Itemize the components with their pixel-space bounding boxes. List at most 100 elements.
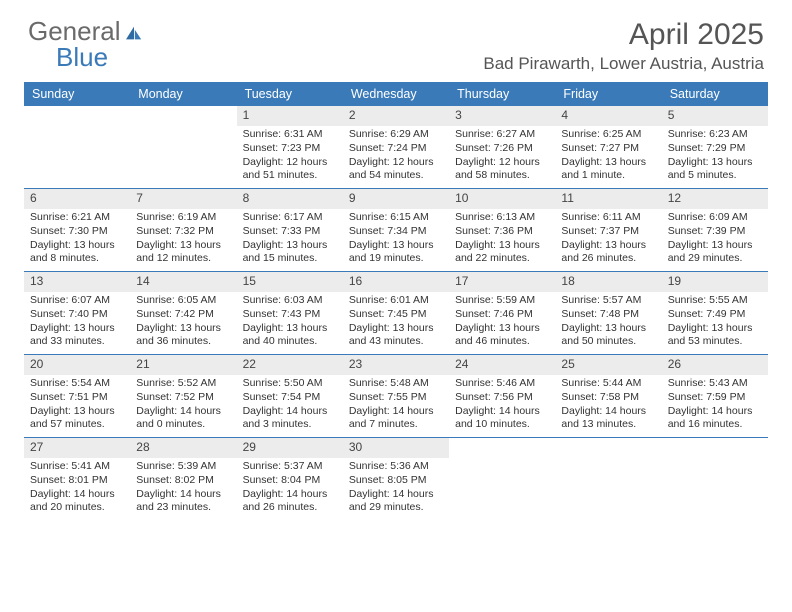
day-header-sat: Saturday	[662, 82, 768, 106]
sunset-line: Sunset: 7:30 PM	[30, 225, 124, 239]
day-body: Sunrise: 6:17 AMSunset: 7:33 PMDaylight:…	[237, 209, 343, 270]
page-header: GeneralBlue April 2025 Bad Pirawarth, Lo…	[0, 0, 792, 74]
sunset-line: Sunset: 7:52 PM	[136, 391, 230, 405]
daylight-line: Daylight: 12 hours and 54 minutes.	[349, 156, 443, 184]
day-cell: 7Sunrise: 6:19 AMSunset: 7:32 PMDaylight…	[130, 189, 236, 271]
day-number: 28	[130, 438, 236, 458]
day-body: Sunrise: 6:05 AMSunset: 7:42 PMDaylight:…	[130, 292, 236, 353]
day-number: 30	[343, 438, 449, 458]
day-body: Sunrise: 6:07 AMSunset: 7:40 PMDaylight:…	[24, 292, 130, 353]
sunrise-line: Sunrise: 6:11 AM	[561, 211, 655, 225]
daylight-line: Daylight: 13 hours and 36 minutes.	[136, 322, 230, 350]
sunset-line: Sunset: 7:32 PM	[136, 225, 230, 239]
daylight-line: Daylight: 13 hours and 8 minutes.	[30, 239, 124, 267]
day-body: Sunrise: 6:09 AMSunset: 7:39 PMDaylight:…	[662, 209, 768, 270]
day-cell: 17Sunrise: 5:59 AMSunset: 7:46 PMDayligh…	[449, 272, 555, 354]
daylight-line: Daylight: 13 hours and 43 minutes.	[349, 322, 443, 350]
day-body: Sunrise: 6:11 AMSunset: 7:37 PMDaylight:…	[555, 209, 661, 270]
sunset-line: Sunset: 7:46 PM	[455, 308, 549, 322]
day-number: 10	[449, 189, 555, 209]
day-cell: 2Sunrise: 6:29 AMSunset: 7:24 PMDaylight…	[343, 106, 449, 188]
daylight-line: Daylight: 12 hours and 51 minutes.	[243, 156, 337, 184]
day-header-mon: Monday	[130, 82, 236, 106]
sunrise-line: Sunrise: 6:23 AM	[668, 128, 762, 142]
week-row: 20Sunrise: 5:54 AMSunset: 7:51 PMDayligh…	[24, 354, 768, 437]
sunset-line: Sunset: 8:02 PM	[136, 474, 230, 488]
daylight-line: Daylight: 13 hours and 5 minutes.	[668, 156, 762, 184]
sunrise-line: Sunrise: 6:27 AM	[455, 128, 549, 142]
sunrise-line: Sunrise: 5:50 AM	[243, 377, 337, 391]
sunset-line: Sunset: 7:37 PM	[561, 225, 655, 239]
daylight-line: Daylight: 14 hours and 16 minutes.	[668, 405, 762, 433]
week-row: 6Sunrise: 6:21 AMSunset: 7:30 PMDaylight…	[24, 188, 768, 271]
sunrise-line: Sunrise: 6:21 AM	[30, 211, 124, 225]
day-cell: 16Sunrise: 6:01 AMSunset: 7:45 PMDayligh…	[343, 272, 449, 354]
day-number: 5	[662, 106, 768, 126]
brand-logo: GeneralBlue	[28, 18, 144, 70]
sunset-line: Sunset: 7:49 PM	[668, 308, 762, 322]
day-cell	[662, 438, 768, 520]
sunrise-line: Sunrise: 6:25 AM	[561, 128, 655, 142]
brand-part2: Blue	[56, 42, 108, 72]
day-number: 7	[130, 189, 236, 209]
day-body: Sunrise: 6:29 AMSunset: 7:24 PMDaylight:…	[343, 126, 449, 187]
day-body: Sunrise: 5:39 AMSunset: 8:02 PMDaylight:…	[130, 458, 236, 519]
day-number: 8	[237, 189, 343, 209]
day-cell: 24Sunrise: 5:46 AMSunset: 7:56 PMDayligh…	[449, 355, 555, 437]
day-number: 23	[343, 355, 449, 375]
sunrise-line: Sunrise: 5:48 AM	[349, 377, 443, 391]
day-number: 27	[24, 438, 130, 458]
day-cell: 21Sunrise: 5:52 AMSunset: 7:52 PMDayligh…	[130, 355, 236, 437]
day-number: 15	[237, 272, 343, 292]
daylight-line: Daylight: 12 hours and 58 minutes.	[455, 156, 549, 184]
day-cell: 11Sunrise: 6:11 AMSunset: 7:37 PMDayligh…	[555, 189, 661, 271]
sunrise-line: Sunrise: 5:39 AM	[136, 460, 230, 474]
day-header-tue: Tuesday	[237, 82, 343, 106]
day-number: 14	[130, 272, 236, 292]
day-body: Sunrise: 5:41 AMSunset: 8:01 PMDaylight:…	[24, 458, 130, 519]
sunrise-line: Sunrise: 6:03 AM	[243, 294, 337, 308]
sunset-line: Sunset: 7:29 PM	[668, 142, 762, 156]
day-body: Sunrise: 6:19 AMSunset: 7:32 PMDaylight:…	[130, 209, 236, 270]
day-cell: 22Sunrise: 5:50 AMSunset: 7:54 PMDayligh…	[237, 355, 343, 437]
day-number: 11	[555, 189, 661, 209]
day-header-sun: Sunday	[24, 82, 130, 106]
month-title: April 2025	[483, 18, 764, 52]
daylight-line: Daylight: 13 hours and 15 minutes.	[243, 239, 337, 267]
day-cell: 29Sunrise: 5:37 AMSunset: 8:04 PMDayligh…	[237, 438, 343, 520]
sunrise-line: Sunrise: 6:19 AM	[136, 211, 230, 225]
day-cell: 8Sunrise: 6:17 AMSunset: 7:33 PMDaylight…	[237, 189, 343, 271]
sunset-line: Sunset: 7:43 PM	[243, 308, 337, 322]
day-body: Sunrise: 6:27 AMSunset: 7:26 PMDaylight:…	[449, 126, 555, 187]
daylight-line: Daylight: 14 hours and 3 minutes.	[243, 405, 337, 433]
sunrise-line: Sunrise: 5:36 AM	[349, 460, 443, 474]
daylight-line: Daylight: 14 hours and 23 minutes.	[136, 488, 230, 516]
sunrise-line: Sunrise: 6:29 AM	[349, 128, 443, 142]
daylight-line: Daylight: 13 hours and 29 minutes.	[668, 239, 762, 267]
day-number: 24	[449, 355, 555, 375]
sunset-line: Sunset: 7:40 PM	[30, 308, 124, 322]
daylight-line: Daylight: 14 hours and 7 minutes.	[349, 405, 443, 433]
day-body: Sunrise: 5:59 AMSunset: 7:46 PMDaylight:…	[449, 292, 555, 353]
sunrise-line: Sunrise: 6:01 AM	[349, 294, 443, 308]
day-body: Sunrise: 6:23 AMSunset: 7:29 PMDaylight:…	[662, 126, 768, 187]
day-cell: 1Sunrise: 6:31 AMSunset: 7:23 PMDaylight…	[237, 106, 343, 188]
day-cell	[555, 438, 661, 520]
sunset-line: Sunset: 8:04 PM	[243, 474, 337, 488]
day-number: 17	[449, 272, 555, 292]
daylight-line: Daylight: 14 hours and 20 minutes.	[30, 488, 124, 516]
sunset-line: Sunset: 7:45 PM	[349, 308, 443, 322]
day-cell: 28Sunrise: 5:39 AMSunset: 8:02 PMDayligh…	[130, 438, 236, 520]
day-cell: 25Sunrise: 5:44 AMSunset: 7:58 PMDayligh…	[555, 355, 661, 437]
day-number: 29	[237, 438, 343, 458]
day-header-thu: Thursday	[449, 82, 555, 106]
sunset-line: Sunset: 8:01 PM	[30, 474, 124, 488]
sunset-line: Sunset: 7:26 PM	[455, 142, 549, 156]
day-cell: 26Sunrise: 5:43 AMSunset: 7:59 PMDayligh…	[662, 355, 768, 437]
day-body: Sunrise: 5:55 AMSunset: 7:49 PMDaylight:…	[662, 292, 768, 353]
sunset-line: Sunset: 7:39 PM	[668, 225, 762, 239]
day-number: 21	[130, 355, 236, 375]
sunrise-line: Sunrise: 5:43 AM	[668, 377, 762, 391]
sunset-line: Sunset: 7:27 PM	[561, 142, 655, 156]
sunset-line: Sunset: 8:05 PM	[349, 474, 443, 488]
